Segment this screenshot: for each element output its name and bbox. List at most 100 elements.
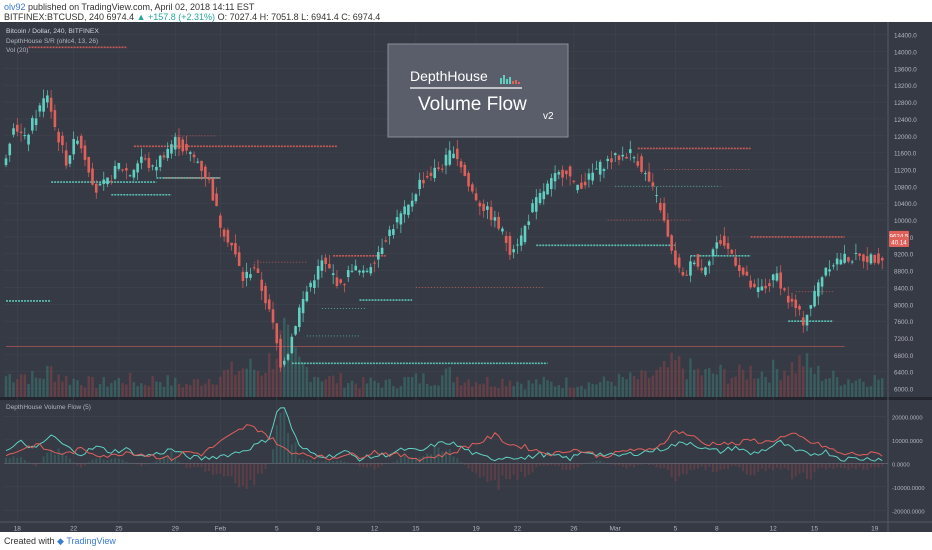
volume-bar	[211, 384, 215, 397]
volume-bar	[136, 386, 139, 397]
volume-bar	[749, 365, 752, 397]
time-tick-label: 12	[371, 526, 379, 533]
osc-bar	[381, 463, 384, 466]
osc-bar	[715, 463, 718, 472]
candle-body	[508, 235, 512, 255]
candle-body	[482, 203, 485, 211]
candle-body	[685, 274, 688, 276]
osc-bar	[866, 463, 869, 470]
price-tick-label: 10400.0	[894, 201, 917, 208]
logo-bar-icon	[509, 77, 511, 84]
volume-bar	[189, 384, 192, 397]
osc-bar	[136, 463, 139, 465]
volume-bar	[546, 380, 549, 397]
candle-body	[260, 279, 264, 291]
volume-bar	[486, 376, 489, 397]
candle-body	[576, 184, 579, 191]
candle-body	[794, 299, 798, 309]
candle-body	[471, 184, 474, 192]
candle-body	[222, 229, 226, 237]
footer-brand[interactable]: TradingView	[66, 536, 116, 546]
chart-svg[interactable]: 6000.0 6400.0 6800.0 7200.0 7600.0 8000.0 8400…	[0, 22, 932, 533]
volume-bar	[49, 366, 53, 397]
osc-bar	[309, 460, 312, 464]
candle-body	[459, 161, 463, 168]
candle-body	[399, 213, 403, 225]
candle-body	[531, 203, 534, 213]
volume-bar	[760, 371, 764, 397]
osc-bar	[320, 461, 323, 464]
volume-bar	[463, 382, 467, 397]
osc-bar	[106, 460, 109, 464]
volume-bar	[441, 375, 444, 397]
author-link[interactable]: olv92	[4, 2, 26, 12]
osc-bar	[512, 463, 515, 475]
volume-bar	[301, 362, 305, 397]
volume-bar	[309, 381, 312, 397]
candle-body	[549, 178, 553, 189]
price-change: ▲ +157.8 (+2.31%)	[136, 12, 216, 22]
osc-bar	[260, 463, 263, 474]
candle-body	[681, 272, 685, 276]
volume-bar	[448, 367, 451, 397]
volume-bar	[290, 338, 294, 397]
time-tick-label: 5	[275, 526, 279, 533]
candle-body	[587, 173, 591, 180]
candle-body	[173, 136, 177, 150]
osc-bar	[305, 460, 308, 464]
candle-body	[847, 257, 850, 262]
candle-body	[572, 180, 576, 182]
osc-bar	[478, 463, 481, 478]
volume-bar	[177, 383, 181, 397]
time-tick-label: 19	[472, 526, 480, 533]
candle-body	[410, 200, 414, 207]
candle-body	[324, 257, 327, 264]
volume-bar	[369, 377, 372, 397]
candle-body	[117, 162, 121, 169]
volume-bars	[4, 317, 884, 397]
chart-area[interactable]: 6000.0 6400.0 6800.0 7200.0 7600.0 8000.0 8400…	[0, 22, 932, 533]
candle-body	[429, 172, 433, 176]
osc-bar	[798, 463, 801, 474]
volume-bar	[670, 352, 673, 397]
volume-bar	[832, 370, 835, 397]
candle-body	[519, 235, 523, 246]
candle-body	[87, 156, 91, 173]
volume-bar	[8, 374, 11, 397]
osc-bar	[403, 455, 406, 464]
osc-bar	[602, 462, 605, 464]
candle-body	[659, 202, 662, 211]
candle-body	[395, 217, 399, 223]
logo-bar-icon	[518, 82, 520, 84]
candle-body	[632, 157, 636, 159]
candle-body	[824, 267, 828, 276]
volume-bar	[542, 376, 545, 397]
candle-body	[113, 165, 117, 179]
open-value: O: 7027.4	[217, 12, 258, 22]
osc-bar	[467, 463, 470, 469]
osc-bar	[557, 463, 560, 467]
osc-bar	[757, 463, 760, 472]
symbol-line: BITFINEX:BTCUSD, 240 6974.4 ▲ +157.8 (+2…	[4, 12, 380, 22]
volume-bar	[410, 377, 414, 397]
osc-bar	[61, 452, 64, 464]
volume-bar	[504, 386, 508, 397]
volume-bar	[794, 373, 797, 397]
volume-bar	[783, 370, 786, 397]
osc-bar	[91, 459, 94, 464]
osc-bar	[614, 463, 617, 466]
osc-bar	[723, 463, 726, 470]
osc-bar	[471, 463, 474, 472]
volume-bar	[204, 383, 207, 397]
osc-bar	[437, 447, 440, 464]
osc-tick-label: 10000.0000	[892, 439, 923, 445]
candle-body	[286, 354, 290, 360]
publish-line: olv92 published on TradingView.com, Apri…	[4, 2, 254, 12]
volume-bar	[27, 383, 30, 397]
candle-body	[237, 252, 241, 266]
volume-bar	[87, 376, 90, 397]
osc-bar	[460, 462, 463, 464]
osc-bar	[144, 463, 147, 465]
candle-body	[647, 171, 651, 182]
volume-bar	[113, 380, 117, 397]
